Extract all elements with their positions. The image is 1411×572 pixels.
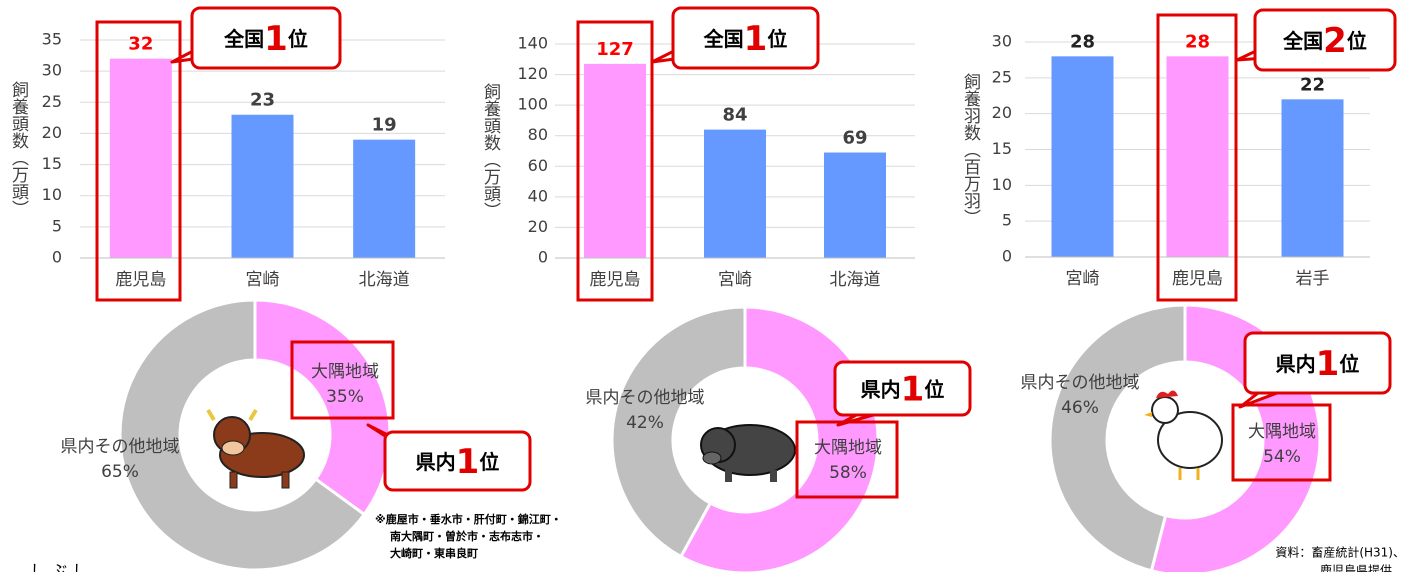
value-label: 23 <box>250 90 275 111</box>
value-label: 22 <box>1300 74 1325 95</box>
y-tick-label: 15 <box>992 139 1012 158</box>
x-tick-label: 鹿児島 <box>1172 269 1223 289</box>
value-label: 127 <box>596 39 634 60</box>
value-label: 28 <box>1185 31 1210 52</box>
callout-rank: 1 <box>744 19 768 59</box>
value-label: 69 <box>842 128 867 149</box>
y-tick-label: 20 <box>992 103 1012 122</box>
callout-suffix: 位 <box>479 450 499 474</box>
x-tick-label: 北海道 <box>359 270 410 290</box>
callout-prefix: 県内 <box>416 450 456 474</box>
y-tick-label: 0 <box>1002 247 1012 266</box>
value-label: 84 <box>722 105 747 126</box>
corner-text: し ぶ し <box>30 562 88 572</box>
callout-rank: 1 <box>901 369 925 409</box>
bar <box>353 140 415 258</box>
y-tick-label: 20 <box>528 217 548 236</box>
callout-suffix: 位 <box>288 27 308 51</box>
bar <box>1052 56 1114 257</box>
x-tick-label: 鹿児島 <box>115 270 166 290</box>
bar <box>1282 99 1344 257</box>
value-label: 28 <box>1070 31 1095 52</box>
y-tick-label: 120 <box>517 64 548 83</box>
source: 資料：畜産統計(H31)、 <box>1275 545 1405 560</box>
y-tick-label: 10 <box>992 175 1012 194</box>
cow-icon <box>208 410 304 488</box>
callout-rank: 1 <box>264 19 288 59</box>
chicken-icon <box>1144 390 1222 480</box>
x-tick-label: 宮崎 <box>718 270 752 290</box>
y-axis-title: 飼養羽数（百万羽） <box>960 73 981 226</box>
y-tick-label: 0 <box>538 248 548 267</box>
callout-rank: 2 <box>1323 21 1347 61</box>
callout-suffix: 位 <box>767 27 787 51</box>
slice-label: 県内その他地域 <box>61 437 180 457</box>
slice-value: 65% <box>101 462 139 482</box>
footnote-line: ※鹿屋市・垂水市・肝付町・錦江町・ <box>375 512 562 526</box>
bar <box>232 115 294 258</box>
y-tick-label: 20 <box>42 123 62 142</box>
x-tick-label: 北海道 <box>830 270 881 290</box>
y-tick-label: 100 <box>517 95 548 114</box>
slice-label: 県内その他地域 <box>1021 373 1140 393</box>
slice-value: 58% <box>829 463 867 483</box>
callout-prefix: 全国 <box>1282 29 1323 53</box>
slice-label: 大隅地域 <box>311 362 379 382</box>
value-label: 19 <box>372 115 397 136</box>
y-tick-label: 30 <box>42 61 62 80</box>
callout-prefix: 県内 <box>861 377 901 401</box>
footnote-line: 南大隅町・曽於市・志布志市・ <box>390 529 544 543</box>
x-tick-label: 鹿児島 <box>590 270 641 290</box>
x-tick-label: 岩手 <box>1296 269 1330 289</box>
callout-rank: 1 <box>1316 344 1340 384</box>
y-tick-label: 30 <box>992 32 1012 51</box>
bar <box>704 130 766 258</box>
callout-rank: 1 <box>456 442 480 482</box>
bar <box>824 153 886 258</box>
y-tick-label: 15 <box>42 154 62 173</box>
y-tick-label: 35 <box>42 30 62 49</box>
y-tick-label: 5 <box>52 216 62 235</box>
infographic: 05101520253035飼養頭数（万頭）32鹿児島23宮崎19北海道全国1位… <box>0 0 1411 572</box>
y-tick-label: 60 <box>528 156 548 175</box>
callout-prefix: 県内 <box>1276 352 1316 376</box>
callout-prefix: 全国 <box>703 27 744 51</box>
bar <box>1167 56 1229 257</box>
pig-icon <box>701 425 795 482</box>
bar <box>584 64 646 258</box>
y-tick-label: 140 <box>517 34 548 53</box>
x-tick-label: 宮崎 <box>1066 269 1100 289</box>
y-tick-label: 5 <box>1002 211 1012 230</box>
y-tick-label: 40 <box>528 186 548 205</box>
slice-label: 大隅地域 <box>1248 422 1316 442</box>
slice-value: 46% <box>1061 398 1099 418</box>
source: 鹿児島県提供 <box>1320 563 1392 572</box>
y-axis-title: 飼養頭数（万頭） <box>8 81 29 217</box>
value-label: 32 <box>128 34 153 55</box>
y-tick-label: 10 <box>42 185 62 204</box>
slice-value: 35% <box>326 387 364 407</box>
y-tick-label: 0 <box>52 248 62 267</box>
bar <box>110 59 172 258</box>
x-tick-label: 宮崎 <box>246 270 280 290</box>
footnote: ※鹿屋市・垂水市・肝付町・錦江町・ 南大隅町・曽於市・志布志市・ 大崎町・東串良… <box>375 512 562 560</box>
slice-label: 県内その他地域 <box>586 388 705 408</box>
slice-value: 42% <box>626 413 664 433</box>
callout-suffix: 位 <box>1347 29 1367 53</box>
y-axis-title: 飼養頭数（万頭） <box>480 83 501 219</box>
y-tick-label: 25 <box>42 92 62 111</box>
callout-suffix: 位 <box>1339 352 1359 376</box>
y-tick-label: 80 <box>528 125 548 144</box>
slice-label: 大隅地域 <box>814 438 882 458</box>
footnote-line: 大崎町・東串良町 <box>390 546 478 560</box>
slice-value: 54% <box>1263 447 1301 467</box>
callout-suffix: 位 <box>924 377 944 401</box>
y-tick-label: 25 <box>992 67 1012 86</box>
callout-prefix: 全国 <box>223 27 264 51</box>
